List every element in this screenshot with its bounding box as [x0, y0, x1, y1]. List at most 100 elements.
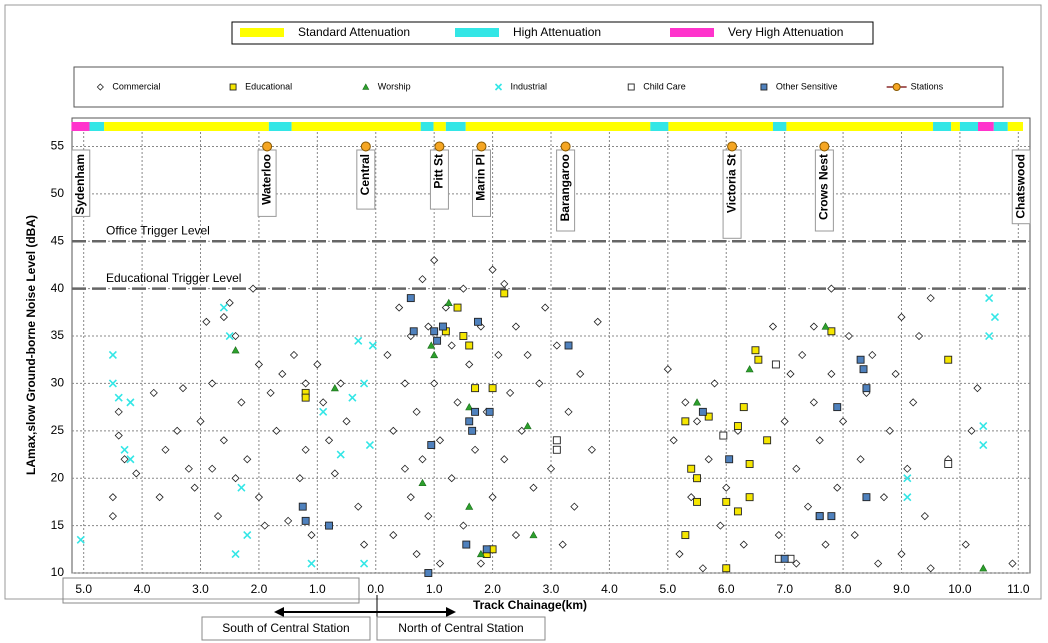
point	[856, 455, 865, 464]
point	[149, 388, 158, 397]
point	[675, 549, 684, 559]
point	[698, 564, 707, 573]
point	[126, 398, 135, 407]
point	[474, 317, 482, 326]
point	[500, 279, 509, 288]
y-tick-label: 15	[51, 518, 65, 532]
point	[920, 512, 929, 521]
point	[891, 369, 900, 379]
point	[354, 336, 363, 345]
point	[424, 322, 433, 331]
point	[856, 355, 865, 364]
y-tick-label: 10	[51, 565, 65, 579]
station-label: Sydenham	[73, 154, 87, 215]
point	[330, 384, 339, 392]
point	[470, 445, 480, 454]
point	[692, 417, 702, 426]
point	[202, 317, 211, 326]
x-tick-label: 2.0	[251, 582, 268, 596]
point	[108, 379, 117, 388]
x-tick-label: 1.0	[426, 582, 443, 596]
point	[693, 474, 701, 483]
point	[459, 284, 468, 293]
point	[289, 350, 299, 360]
point	[669, 436, 678, 445]
south-box	[201, 616, 371, 641]
point	[409, 327, 418, 336]
legend-label: Worship	[378, 81, 411, 91]
point	[319, 407, 328, 416]
attenuation-segment	[668, 122, 773, 131]
point	[254, 360, 263, 369]
point	[786, 369, 795, 379]
point	[444, 298, 453, 306]
attenuation-segment	[291, 122, 421, 131]
point	[687, 493, 696, 502]
attenuation-segment	[959, 122, 979, 131]
station-marker	[560, 141, 571, 152]
point	[231, 474, 240, 483]
x-tick-label: 11.0	[1007, 582, 1030, 596]
x-tick-label: 7.0	[776, 582, 793, 596]
point	[237, 483, 246, 492]
legend-label: Very High Attenuation	[728, 25, 843, 39]
y-tick-label: 50	[51, 186, 65, 200]
point	[418, 275, 427, 284]
legend-label: Educational	[245, 81, 292, 91]
point	[301, 393, 310, 402]
legend-swatch	[670, 28, 714, 37]
y-axis-title: LAmax,slow Ground-borne Noise Level (dBA…	[24, 215, 38, 475]
point	[587, 445, 596, 454]
point	[926, 294, 935, 303]
point	[780, 554, 789, 563]
point	[833, 483, 842, 492]
point	[903, 474, 912, 483]
point	[693, 398, 702, 406]
point	[862, 384, 871, 393]
station-marker	[360, 141, 371, 152]
point	[511, 322, 521, 331]
attenuation-segment	[433, 122, 446, 131]
point	[961, 540, 970, 549]
point	[722, 564, 731, 573]
point	[114, 431, 123, 440]
point	[459, 521, 468, 530]
point	[985, 294, 994, 303]
point	[324, 436, 334, 445]
point	[815, 512, 824, 521]
point	[412, 407, 421, 416]
point	[418, 478, 427, 487]
point	[710, 379, 719, 388]
point	[465, 341, 474, 350]
station-marker	[476, 141, 487, 152]
point	[506, 388, 515, 397]
point	[173, 426, 182, 435]
x-tick-label: 4.0	[134, 582, 151, 596]
point	[465, 402, 474, 411]
point	[237, 398, 246, 407]
point	[719, 431, 728, 440]
point	[427, 441, 436, 449]
point	[161, 445, 170, 454]
point	[430, 256, 439, 265]
point	[447, 341, 456, 350]
point	[108, 350, 117, 360]
south-axis-box	[62, 577, 360, 604]
south-label: South of Central Station	[222, 621, 349, 635]
point	[754, 355, 763, 364]
point	[733, 422, 742, 431]
point	[944, 460, 953, 468]
point	[500, 289, 509, 298]
point	[809, 322, 818, 331]
point	[354, 502, 363, 511]
receiver-legend	[73, 66, 1004, 108]
point	[879, 493, 889, 502]
point	[698, 407, 707, 416]
point	[739, 403, 748, 412]
point	[874, 559, 883, 568]
y-tick-label: 25	[51, 423, 65, 437]
point	[219, 312, 228, 322]
point	[745, 460, 754, 468]
point	[763, 436, 772, 445]
point	[418, 455, 427, 464]
